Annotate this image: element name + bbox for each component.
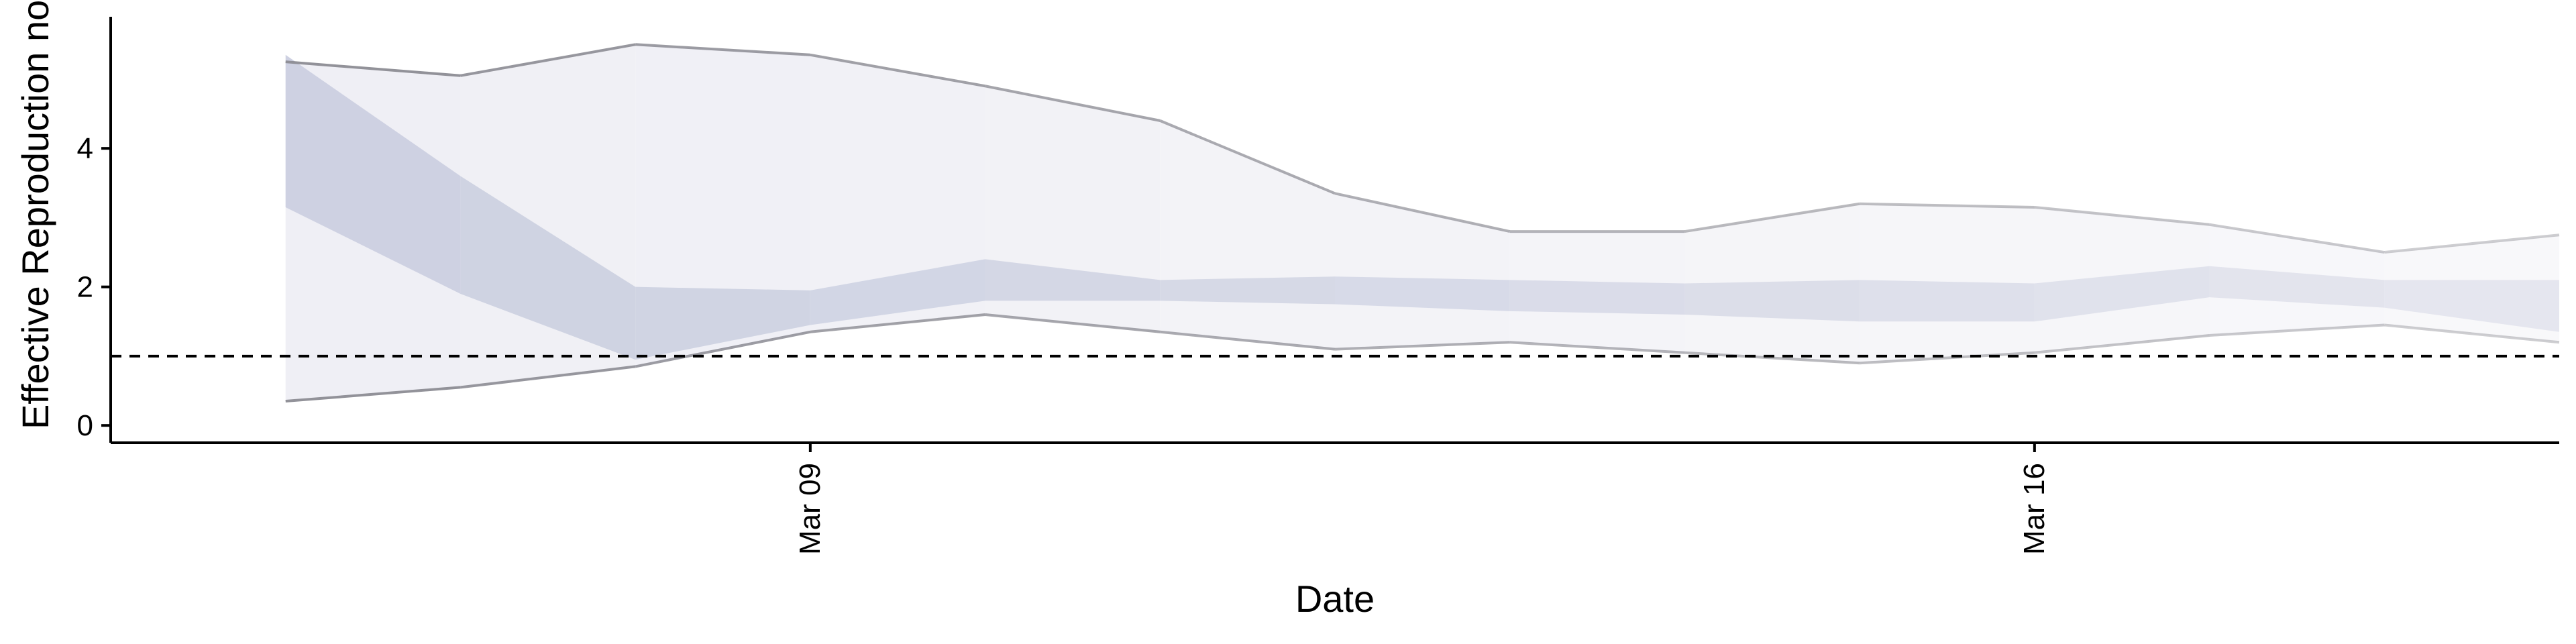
band-inner-segment-8 (1684, 280, 1860, 322)
band-upper-edge-segment-9 (1860, 202, 2035, 209)
band-inner-segment-6 (1335, 276, 1510, 311)
x-tick-label-1: Mar 16 (2018, 463, 2051, 555)
band-lower-edge-segment-0 (285, 386, 461, 403)
band-inner-segment-2 (635, 286, 810, 360)
band-upper-edge-segment-4 (985, 85, 1161, 122)
x-axis-ticks: Mar 09 Mar 16 (794, 443, 2051, 555)
band-upper-edge-segment-0 (285, 60, 461, 77)
band-lower-edge-segment-4 (985, 313, 1161, 333)
band-upper-edge-segment-6 (1334, 192, 1511, 233)
band-inner-segment-11 (2209, 266, 2385, 308)
band-inner-segment-5 (1160, 276, 1335, 305)
credible-interval-bands (285, 44, 2559, 402)
band-lower-edge-segment-1 (460, 365, 636, 389)
band-upper-edge-segment-3 (810, 53, 985, 88)
band-upper-edge-segment-12 (2384, 233, 2560, 254)
band-upper-edge-segment-2 (635, 43, 810, 56)
band-edge-lines (285, 43, 2560, 403)
band-upper-edge-segment-11 (2209, 223, 2385, 254)
band-lower-edge-segment-2 (635, 330, 811, 368)
x-tick-label-0: Mar 09 (794, 463, 826, 555)
band-inner-segment-12 (2384, 280, 2559, 332)
band-lower-edge-segment-10 (2034, 333, 2210, 354)
y-axis-ticks: 0 2 4 (77, 132, 111, 442)
band-lower-edge-segment-9 (1860, 351, 2035, 365)
band-lower-edge-segment-8 (1684, 351, 1860, 365)
band-inner-segment-0 (285, 54, 461, 294)
band-inner-segment-7 (1509, 280, 1685, 315)
band-outer-segment-3 (810, 54, 985, 332)
band-lower-edge-segment-7 (1509, 341, 1685, 354)
y-axis-title: Effective Reproduction no (14, 0, 56, 429)
band-lower-edge-segment-12 (2384, 323, 2560, 344)
band-inner-segment-9 (1860, 280, 2035, 322)
band-outer-segment-6 (1335, 193, 1510, 350)
band-upper-edge-segment-5 (1159, 119, 1336, 195)
band-outer-segment-11 (2209, 224, 2385, 335)
band-upper-edge-segment-1 (460, 43, 636, 77)
band-outer-segment-5 (1160, 120, 1335, 350)
band-outer-segment-12 (2384, 235, 2559, 343)
y-tick-label-0: 0 (77, 409, 93, 442)
band-outer-segment-2 (635, 44, 810, 367)
band-lower-edge-segment-3 (810, 313, 985, 333)
x-axis-title: Date (1295, 578, 1375, 620)
band-inner-segment-10 (2034, 266, 2210, 322)
band-upper-edge-segment-10 (2034, 205, 2210, 226)
band-inner-segment-1 (460, 176, 636, 360)
band-lower-edge-segment-6 (1334, 341, 1510, 351)
band-upper-edge-segment-8 (1684, 202, 1860, 233)
y-tick-label-2: 2 (77, 271, 93, 304)
band-lower-edge-segment-5 (1160, 330, 1336, 351)
band-inner-segment-4 (985, 259, 1161, 301)
y-tick-label-4: 4 (77, 132, 93, 165)
band-lower-edge-segment-11 (2209, 323, 2385, 337)
band-inner-segment-3 (810, 259, 985, 325)
